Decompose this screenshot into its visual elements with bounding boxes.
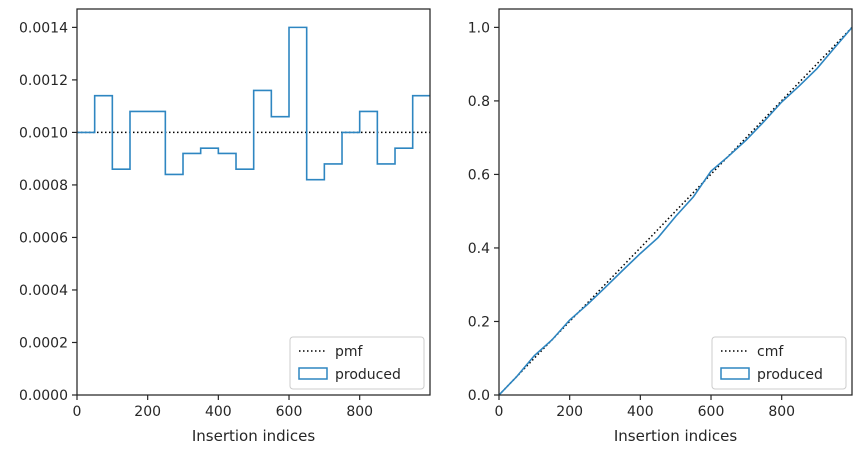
legend-produced-label: produced [757,367,823,383]
x-tick-label: 200 [134,404,161,420]
y-tick-label: 0.2 [468,314,490,330]
x-tick-label: 0 [495,404,504,420]
x-axis-label: Insertion indices [192,427,315,445]
y-tick-label: 0.0008 [19,178,68,194]
y-tick-label: 0.0006 [19,230,68,246]
legend-box [711,336,847,390]
y-tick-label: 0.4 [468,241,490,257]
y-tick-label: 0.0002 [19,335,68,351]
y-tick-label: 0.0 [468,388,490,404]
legend-produced-swatch [298,367,328,380]
x-tick-label: 600 [276,404,303,420]
legend-cmf-label: cmf [757,344,784,360]
series-group [499,26,852,395]
axes-frame [76,8,431,396]
y-tick-label: 0.8 [468,94,490,110]
y-tick-label: 0.0014 [19,20,68,36]
x-axis-label: Insertion indices [614,427,737,445]
legend-pmf-label: pmf [335,344,364,360]
legend-box [289,336,425,390]
y-tick-label: 0.0010 [19,125,68,141]
x-tick-label: 600 [698,404,725,420]
plot-area [499,9,852,395]
series-group [77,26,430,181]
y-tick-label: 0.0004 [19,283,68,299]
x-tick-label: 800 [768,404,795,420]
x-tick-label: 0 [73,404,82,420]
plot-area [77,9,430,395]
legend-produced-swatch [720,367,750,380]
x-tick-label: 800 [346,404,373,420]
y-tick-label: 0.6 [468,167,490,183]
y-tick-label: 0.0012 [19,73,68,89]
y-tick-label: 0.0000 [19,388,68,404]
x-tick-label: 200 [556,404,583,420]
y-tick-label: 1.0 [468,20,490,36]
pmf-panel: 0 200 400 600 800 0.0000 0.0002 0.0004 0.0006 0.0… [19,8,431,445]
x-tick-label: 400 [627,404,654,420]
cmf-panel: 0 200 400 600 800 0.0 0.2 0.4 0.6 0.8 1.0 Insertion… [468,8,853,445]
legend-produced-label: produced [335,367,401,383]
legend: cmf produced [711,336,847,390]
x-tick-label: 400 [205,404,232,420]
series-produced-line [77,26,430,181]
legend: pmf produced [289,336,425,390]
axes-frame [498,8,853,396]
series-produced-line [499,26,852,395]
